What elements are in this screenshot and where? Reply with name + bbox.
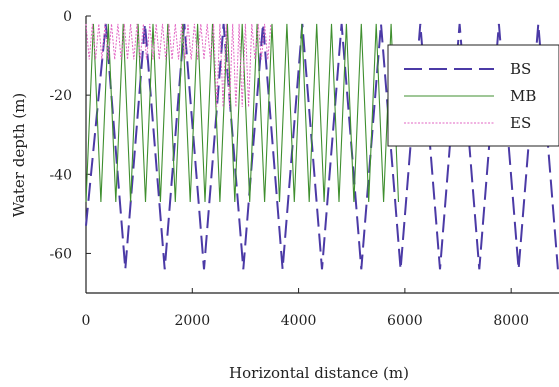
legend-label-es: ES (510, 114, 531, 132)
legend: BS MB ES (387, 44, 559, 147)
y-tick-label: -60 (49, 246, 72, 262)
series-group (85, 23, 559, 270)
y-ticks: 0 -20 -40 -60 (49, 9, 91, 262)
x-tick-label: 2000 (174, 313, 210, 329)
y-tick-label: 0 (63, 9, 72, 25)
series-line-mb (85, 23, 400, 203)
y-tick-label: -20 (49, 88, 72, 104)
x-ticks: 0 2000 4000 6000 8000 (82, 288, 529, 329)
legend-label-bs: BS (510, 60, 531, 78)
series-line-bs (85, 23, 559, 270)
y-axis-label: Water depth (m) (10, 93, 28, 217)
x-tick-label: 4000 (281, 313, 317, 329)
legend-label-mb: MB (510, 87, 536, 105)
x-tick-label: 6000 (387, 313, 423, 329)
series-line-es (85, 23, 272, 108)
x-tick-label: 0 (82, 313, 91, 329)
plot-area: 0 2000 4000 6000 8000 0 -20 -40 -60 (49, 9, 559, 329)
x-axis-label: Horizontal distance (m) (229, 364, 409, 382)
x-tick-label: 8000 (493, 313, 529, 329)
y-tick-label: -40 (49, 167, 72, 183)
